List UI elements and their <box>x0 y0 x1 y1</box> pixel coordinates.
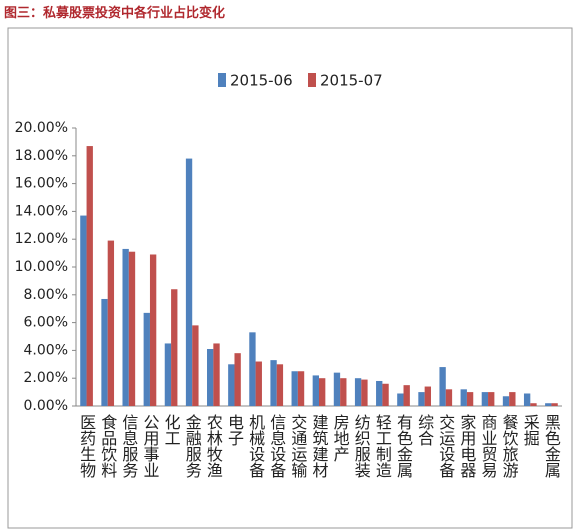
x-tick-label: 商业贸易 <box>479 414 498 479</box>
y-tick-label: 8.00% <box>24 287 68 303</box>
x-tick-label: 机械设备 <box>246 414 265 478</box>
bar <box>143 312 150 406</box>
x-tick-label: 信息设备 <box>267 414 286 478</box>
y-tick-label: 20.00% <box>15 120 68 136</box>
bar <box>481 392 489 406</box>
bar <box>523 393 531 406</box>
x-tick-label: 黑色金属 <box>542 414 561 478</box>
bar <box>164 343 172 406</box>
bar <box>234 353 241 406</box>
bar <box>509 392 516 406</box>
bar <box>488 392 495 406</box>
bar <box>297 371 305 406</box>
bar <box>86 146 93 406</box>
legend-label: 2015-07 <box>320 72 383 90</box>
x-tick-label: 农林牧渔 <box>204 414 223 478</box>
bar <box>312 375 319 406</box>
y-tick-label: 6.00% <box>24 315 68 331</box>
bar <box>502 396 510 406</box>
x-tick-label: 电子 <box>225 414 244 446</box>
bar <box>439 367 446 406</box>
x-tick-label: 轻工制造 <box>373 414 392 478</box>
x-tick-label: 采掘 <box>521 414 540 447</box>
legend-swatch <box>308 73 316 87</box>
bar <box>333 372 341 406</box>
bar <box>171 289 178 406</box>
bar <box>128 251 136 406</box>
bar <box>424 386 431 406</box>
x-tick-label: 信息服务 <box>119 414 138 479</box>
bar <box>445 389 453 406</box>
y-tick-label: 16.00% <box>15 176 68 192</box>
bar <box>80 215 87 406</box>
bar <box>122 248 129 406</box>
bar <box>228 364 235 406</box>
legend-label: 2015-06 <box>230 72 293 90</box>
bar <box>107 240 115 406</box>
y-tick-label: 12.00% <box>15 231 68 247</box>
bar <box>376 380 383 406</box>
x-tick-label: 金融服务 <box>183 414 202 479</box>
y-tick-label: 4.00% <box>24 342 68 358</box>
bar <box>149 254 157 406</box>
y-tick-label: 10.00% <box>15 259 68 275</box>
x-tick-label: 餐饮旅游 <box>500 414 519 479</box>
bar <box>551 403 558 406</box>
bar <box>545 403 552 406</box>
bar <box>255 361 262 406</box>
x-tick-label: 房地产 <box>331 414 350 462</box>
bar <box>397 393 404 406</box>
chart-border <box>7 27 573 529</box>
bar <box>418 392 425 406</box>
bar <box>270 360 277 406</box>
bar <box>361 379 368 406</box>
bar <box>291 371 298 406</box>
bar <box>340 378 347 406</box>
bar <box>213 343 220 406</box>
bar <box>460 389 467 406</box>
bar <box>249 332 256 406</box>
bar <box>192 325 199 406</box>
x-tick-label: 食品饮料 <box>98 414 117 478</box>
bar <box>276 364 284 406</box>
x-tick-label: 有色金属 <box>394 414 413 478</box>
x-tick-label: 建筑建材 <box>310 414 329 478</box>
x-tick-label: 家用电器 <box>457 414 476 478</box>
x-tick-label: 交运设备 <box>436 414 455 478</box>
bar <box>530 403 537 406</box>
bar <box>185 158 193 406</box>
bar <box>319 378 326 406</box>
y-tick-label: 14.00% <box>15 203 68 219</box>
x-tick-label: 综合 <box>415 414 434 446</box>
y-tick-label: 0.00% <box>24 398 68 414</box>
bar <box>382 383 389 406</box>
bar <box>466 392 474 406</box>
bar <box>101 298 108 406</box>
bar <box>207 349 214 406</box>
legend-swatch <box>218 73 226 87</box>
x-tick-label: 化工 <box>162 414 181 446</box>
x-tick-label: 纺织服装 <box>352 414 371 478</box>
y-tick-label: 2.00% <box>24 370 68 386</box>
x-tick-label: 交通运输 <box>288 414 307 478</box>
x-tick-label: 医药生物 <box>77 414 96 479</box>
bar <box>403 385 410 406</box>
y-tick-label: 18.00% <box>15 148 68 164</box>
x-tick-label: 公用事业 <box>140 414 159 478</box>
bar <box>354 378 362 406</box>
chart-title: 图三：私募股票投资中各行业占比变化 <box>4 6 226 21</box>
